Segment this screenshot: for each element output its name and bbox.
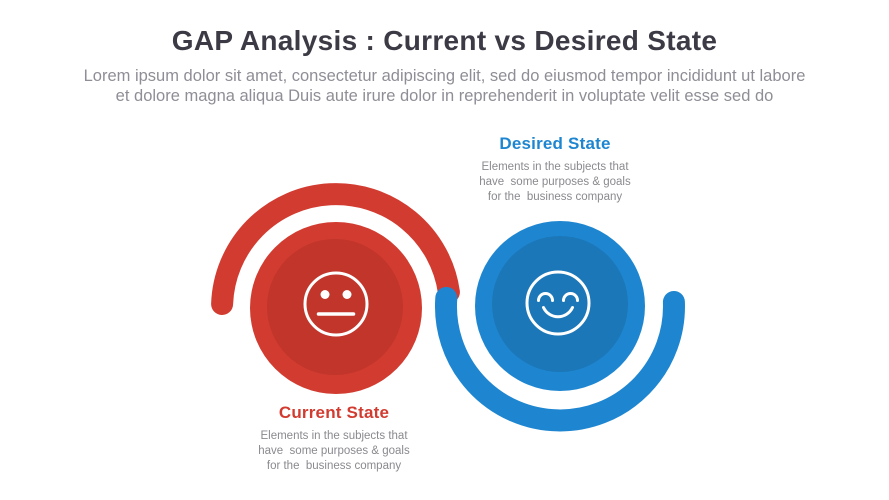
page-title: GAP Analysis : Current vs Desired State [171,25,718,56]
current-state-arc [211,183,460,315]
desired-state-block: Desired State Elements in the subjects t… [450,134,660,205]
current-state-label: Current State [278,403,390,422]
neutral-face-right-eye [342,290,352,299]
neutral-face-icon [303,271,369,337]
happy-face-right-eye [562,292,579,302]
happy-face-icon [525,270,591,336]
happy-face-mouth [542,306,574,319]
neutral-face-left-eye [320,290,330,299]
desired-state-label: Desired State [499,134,611,153]
current-state-inner-circle [267,239,403,375]
page-subtitle: Lorem ipsum dolor sit amet, consectetur … [83,67,806,105]
current-state-description: Elements in the subjects that have some … [258,430,410,472]
current-state-block: Current State Elements in the subjects t… [229,403,439,474]
desired-state-arc [434,287,685,432]
desired-state-inner-circle [492,236,628,372]
happy-face-left-eye [537,292,554,302]
desired-state-description: Elements in the subjects that have some … [479,161,631,203]
